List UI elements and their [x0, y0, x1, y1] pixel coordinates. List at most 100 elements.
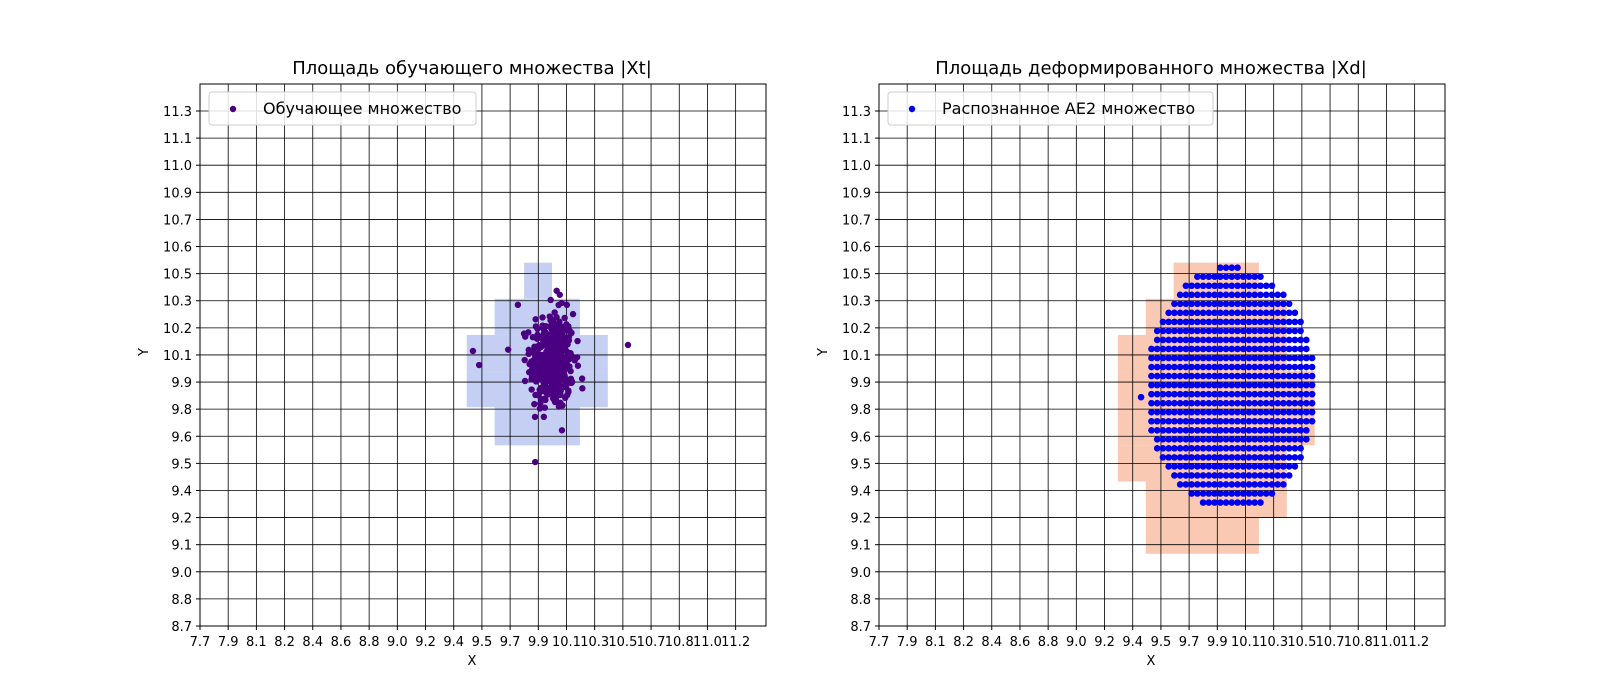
scatter-point — [1234, 372, 1241, 380]
scatter-point — [1165, 381, 1172, 389]
scatter-point — [1303, 363, 1310, 371]
scatter-point — [1245, 426, 1253, 434]
scatter-point — [1194, 327, 1201, 335]
scatter-point — [1153, 327, 1161, 335]
scatter-point — [1211, 318, 1218, 326]
scatter-point — [554, 339, 561, 346]
scatter-point — [1308, 354, 1316, 362]
y-tick-label: 11.0 — [163, 159, 192, 174]
scatter-point — [1148, 381, 1155, 389]
scatter-point — [1159, 417, 1167, 425]
scatter-point — [1159, 390, 1167, 398]
scatter-point — [551, 309, 558, 316]
scatter-point — [1194, 318, 1201, 326]
scatter-point — [1159, 445, 1167, 452]
scatter-point — [1199, 390, 1207, 398]
scatter-point — [1234, 345, 1241, 353]
scatter-point — [1159, 372, 1167, 380]
scatter-point — [1153, 336, 1161, 344]
scatter-point — [1234, 499, 1241, 506]
scatter-point — [1245, 490, 1253, 497]
scatter-point — [1268, 336, 1276, 344]
scatter-point — [1205, 354, 1213, 362]
scatter-point — [1262, 490, 1270, 497]
y-tick-label: 10.5 — [163, 268, 192, 283]
scatter-point — [1257, 354, 1264, 362]
scatter-point — [1257, 445, 1264, 452]
scatter-point — [1211, 354, 1218, 362]
scatter-point — [1291, 354, 1299, 362]
scatter-point — [1182, 399, 1190, 407]
scatter-point — [1239, 436, 1247, 443]
scatter-point — [1217, 354, 1224, 362]
scatter-point — [1205, 426, 1213, 434]
scatter-point — [1280, 463, 1287, 470]
scatter-point — [1239, 390, 1247, 398]
x-tick-label: 7.7 — [869, 635, 890, 650]
scatter-point — [1308, 363, 1316, 371]
scatter-point — [539, 314, 546, 321]
scatter-point — [1222, 436, 1230, 443]
scatter-point — [1165, 426, 1172, 434]
x-tick-label: 10.3 — [580, 635, 609, 650]
y-tick-label: 8.8 — [850, 593, 871, 608]
x-tick-label: 9.4 — [443, 635, 464, 650]
scatter-point — [1239, 381, 1247, 389]
scatter-point — [1262, 408, 1270, 416]
scatter-point — [1153, 354, 1161, 362]
scatter-point — [1211, 327, 1218, 335]
scatter-point — [1234, 363, 1241, 371]
scatter-point — [1285, 327, 1293, 335]
scatter-point — [556, 291, 563, 298]
scatter-point — [1262, 445, 1270, 452]
scatter-point — [1239, 417, 1247, 425]
y-tick-label: 9.0 — [850, 566, 871, 581]
scatter-point — [1171, 363, 1178, 371]
scatter-point — [1251, 291, 1259, 299]
scatter-point — [1251, 318, 1259, 326]
scatter-point — [1291, 454, 1299, 461]
scatter-point — [1159, 354, 1167, 362]
scatter-point — [1211, 309, 1218, 317]
scatter-point — [1251, 445, 1259, 452]
scatter-point — [1245, 463, 1253, 470]
scatter-point — [1228, 381, 1236, 389]
scatter-point — [1262, 318, 1270, 326]
scatter-point — [1188, 399, 1195, 407]
scatter-point — [1262, 345, 1270, 353]
scatter-point — [1251, 336, 1259, 344]
scatter-point — [1176, 408, 1184, 416]
scatter-point — [532, 323, 540, 330]
scatter-point — [574, 362, 582, 369]
scatter-point — [1176, 426, 1184, 434]
legend-marker-left — [229, 105, 237, 113]
scatter-point — [1280, 354, 1287, 362]
scatter-point — [1153, 363, 1161, 371]
scatter-point — [1205, 417, 1213, 425]
scatter-point — [1171, 345, 1178, 353]
scatter-point — [1234, 318, 1241, 326]
y-tick-label: 8.7 — [171, 620, 192, 635]
scatter-point — [1205, 381, 1213, 389]
scatter-point — [1234, 309, 1241, 317]
scatter-point — [1257, 318, 1264, 326]
scatter-point — [1199, 300, 1207, 308]
scatter-point — [1217, 463, 1224, 470]
y-tick-label: 9.6 — [850, 430, 871, 445]
scatter-point — [1228, 327, 1236, 335]
scatter-point — [1268, 381, 1276, 389]
scatter-point — [1303, 399, 1310, 407]
scatter-point — [1176, 372, 1184, 380]
x-tick-label: 10.8 — [665, 635, 694, 650]
scatter-point — [556, 363, 563, 371]
x-tick-label: 10.7 — [637, 635, 666, 650]
scatter-point — [1245, 336, 1253, 344]
scatter-point — [1199, 318, 1207, 326]
x-tick-label: 10.5 — [608, 635, 637, 650]
scatter-point — [1159, 363, 1167, 371]
scatter-point — [1262, 363, 1270, 371]
scatter-point — [1245, 318, 1253, 326]
scatter-point — [1234, 390, 1241, 398]
scatter-point — [1308, 381, 1316, 389]
scatter-point — [1251, 472, 1259, 479]
